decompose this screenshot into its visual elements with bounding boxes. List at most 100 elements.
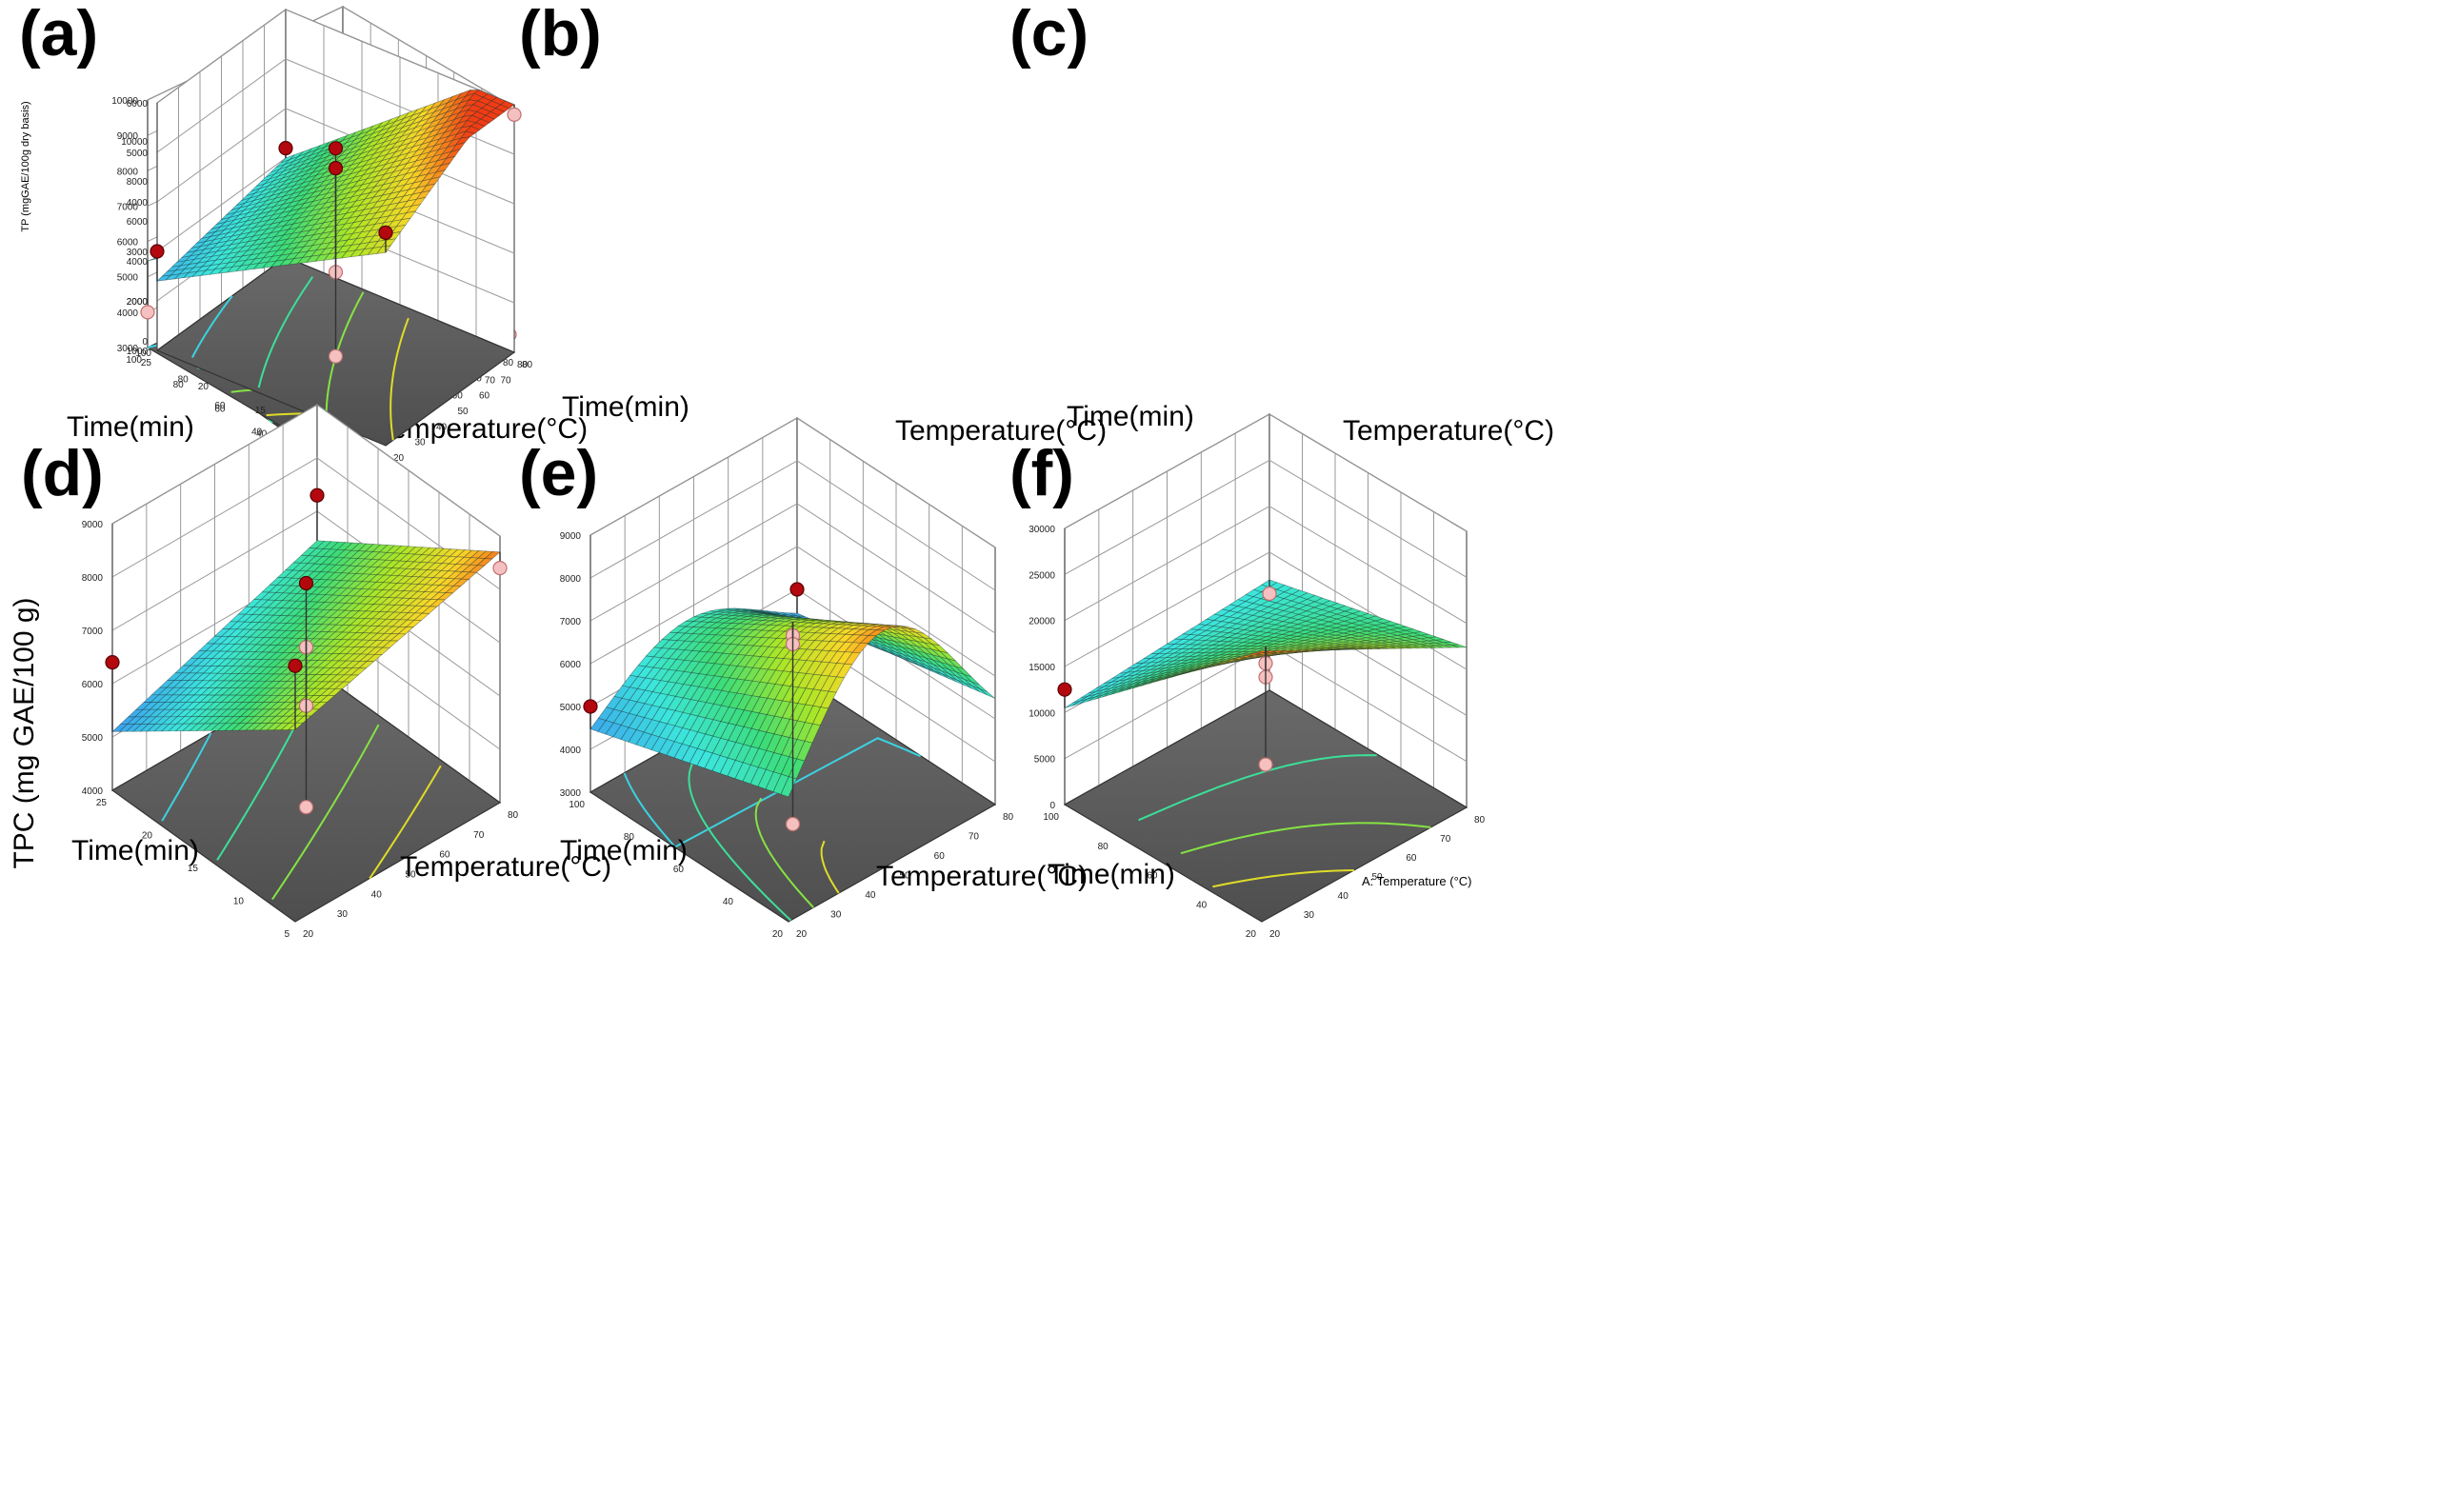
z-tick-label: 2000 bbox=[127, 297, 149, 308]
z-tick-label: 7000 bbox=[117, 202, 139, 212]
design-point-marker bbox=[789, 582, 805, 597]
y-tick-labels: 25 20 15 10 5 bbox=[96, 798, 290, 940]
y-tick-label: 40 bbox=[1196, 900, 1208, 910]
z-tick-label: 3000 bbox=[560, 788, 582, 799]
y-tick-label: 40 bbox=[256, 428, 268, 439]
z-tick-label: 5000 bbox=[127, 149, 149, 159]
x-tick-label: 80 bbox=[517, 360, 529, 370]
y-tick-label: 20 bbox=[198, 382, 210, 392]
x-tick-label: 20 bbox=[796, 929, 808, 940]
z-tick-label: 5000 bbox=[117, 273, 139, 284]
y-tick-label: 25 bbox=[141, 358, 152, 368]
z-tick-label: 8000 bbox=[82, 573, 104, 584]
x-tick-labels: 20 30 40 50 60 70 80 bbox=[1269, 815, 1486, 940]
z-tick-label: 8000 bbox=[560, 574, 582, 585]
x-tick-label: 80 bbox=[508, 810, 519, 821]
z-tick-label: 9000 bbox=[82, 520, 104, 530]
z-tick-label: 6000 bbox=[82, 680, 104, 690]
z-axis-title: TP (mgGAE/100g dry basis) bbox=[20, 101, 31, 231]
y-tick-label: 40 bbox=[251, 428, 263, 438]
y-tick-label: 20 bbox=[772, 929, 784, 940]
panel-label: (a) bbox=[19, 0, 98, 70]
z-tick-label: 6000 bbox=[127, 99, 149, 109]
z-tick-labels: 0 5000 10000 15000 20000 25000 30000 bbox=[1029, 525, 1055, 811]
z-tick-label: 3000 bbox=[127, 248, 149, 258]
z-axis-title: TPC (mg GAE/100 g) bbox=[9, 597, 40, 868]
y-tick-label: 100 bbox=[135, 348, 151, 359]
y-tick-label: 15 bbox=[188, 864, 199, 874]
panel-label: (e) bbox=[519, 437, 598, 509]
y-tick-label: 80 bbox=[178, 375, 190, 386]
design-point-marker bbox=[583, 699, 598, 714]
y-tick-label: 20 bbox=[1246, 929, 1257, 940]
design-point-marker bbox=[328, 348, 344, 364]
z-tick-labels: 0 2000 4000 6000 8000 10000 bbox=[121, 137, 148, 348]
floor-contours bbox=[1138, 754, 1431, 888]
design-point-marker bbox=[507, 107, 522, 123]
z-tick-labels: 1000 2000 3000 4000 5000 6000 bbox=[127, 99, 149, 357]
design-point-marker bbox=[298, 575, 314, 591]
z-tick-label: 4000 bbox=[560, 746, 582, 756]
z-tick-label: 8000 bbox=[117, 167, 139, 177]
z-tick-label: 15000 bbox=[1029, 663, 1055, 673]
x-tick-label: 80 bbox=[1003, 812, 1014, 823]
z-tick-label: 6000 bbox=[560, 660, 582, 670]
z-tick-label: 4000 bbox=[127, 198, 149, 209]
y-tick-label: 15 bbox=[255, 406, 267, 416]
z-tick-labels: 3000 4000 5000 6000 7000 8000 9000 bbox=[560, 531, 582, 799]
design-points bbox=[150, 105, 522, 364]
y-tick-label: 20 bbox=[142, 831, 153, 842]
design-point-marker bbox=[105, 654, 120, 670]
z-tick-labels: 4000 5000 6000 7000 8000 9000 bbox=[82, 520, 104, 797]
x-tick-label: 50 bbox=[406, 870, 417, 881]
design-point-marker bbox=[378, 225, 393, 240]
z-tick-label: 4000 bbox=[117, 308, 139, 319]
design-point-marker bbox=[1057, 682, 1072, 697]
axis-box bbox=[1064, 412, 1468, 809]
y-tick-label: 5 bbox=[284, 929, 290, 940]
y-tick-label: 100 bbox=[126, 355, 142, 366]
y-tick-label: 80 bbox=[173, 380, 185, 390]
z-tick-label: 25000 bbox=[1029, 570, 1055, 581]
x-tick-labels: 20 30 40 50 60 70 80 bbox=[303, 810, 519, 940]
y-axis-title: Time(min) bbox=[1067, 401, 1194, 432]
floor-contours bbox=[623, 737, 921, 922]
x-tick-label: 20 bbox=[393, 453, 405, 464]
y-tick-label: 10 bbox=[233, 897, 245, 907]
design-point-marker bbox=[1258, 757, 1273, 772]
x-tick-labels: 20 30 40 50 60 70 80 bbox=[393, 360, 533, 464]
y-tick-label: 80 bbox=[1098, 842, 1109, 852]
x-axis-title: Temperature(°C) bbox=[895, 415, 1107, 447]
design-points bbox=[105, 487, 508, 815]
z-tick-labels: 3000 4000 5000 6000 7000 8000 9000 10000 bbox=[111, 96, 138, 354]
design-points bbox=[1057, 580, 1277, 772]
y-tick-label: 60 bbox=[214, 401, 226, 411]
z-tick-label: 4000 bbox=[82, 786, 104, 797]
panel-f: 0 5000 10000 15000 20000 25000 30000 20 30 40 50 60… bbox=[1009, 412, 1486, 940]
x-tick-label: 30 bbox=[337, 909, 349, 920]
x-tick-label: 50 bbox=[458, 407, 469, 417]
response-surface bbox=[111, 540, 501, 732]
x-tick-label: 40 bbox=[1338, 891, 1349, 902]
y-tick-label: 25 bbox=[96, 798, 108, 808]
z-tick-label: 20000 bbox=[1029, 617, 1055, 627]
y-axis-title: Time(min) bbox=[1048, 859, 1175, 890]
x-tick-label: 70 bbox=[1440, 834, 1451, 845]
x-tick-label: 80 bbox=[1474, 815, 1486, 826]
z-tick-label: 0 bbox=[142, 337, 148, 348]
design-point-marker bbox=[298, 800, 314, 815]
z-tick-label: 10000 bbox=[111, 96, 138, 107]
y-tick-label: 100 bbox=[1043, 812, 1059, 823]
x-tick-label: 60 bbox=[1406, 853, 1417, 864]
y-axis-title: Time(min) bbox=[67, 411, 194, 443]
design-point-marker bbox=[310, 487, 325, 503]
y-tick-label: 80 bbox=[624, 832, 635, 843]
z-tick-label: 5000 bbox=[1034, 755, 1056, 766]
response-surface bbox=[589, 607, 996, 798]
z-tick-label: 5000 bbox=[82, 733, 104, 744]
y-axis-title: Time(min) bbox=[562, 391, 689, 423]
design-point-marker bbox=[288, 658, 303, 673]
x-tick-labels: 20 30 40 50 60 70 80 bbox=[796, 812, 1014, 940]
x-tick-label: 30 bbox=[1304, 910, 1315, 921]
contour-floor bbox=[1063, 689, 1468, 923]
